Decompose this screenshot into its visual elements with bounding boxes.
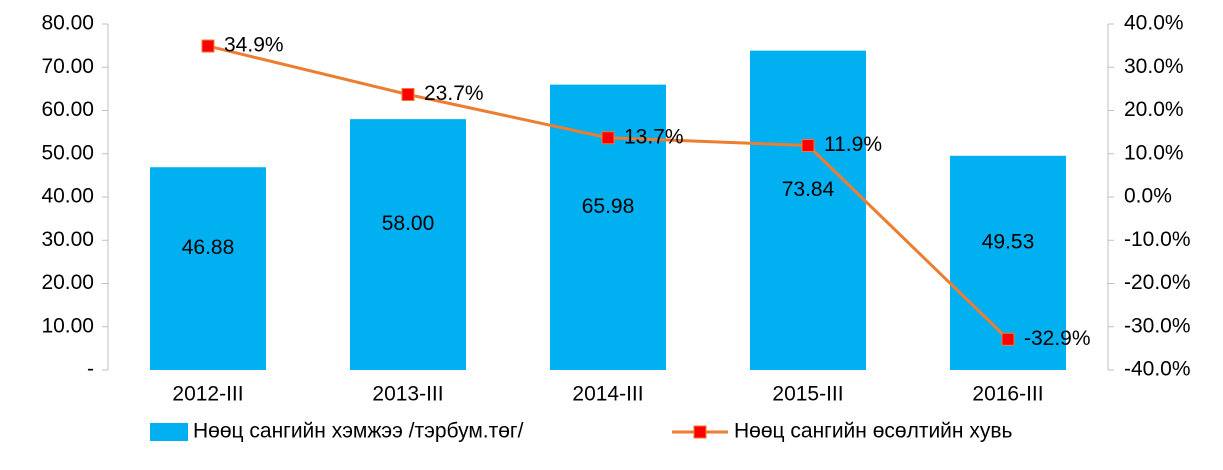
y-tick-label: 40.00 [41,185,94,208]
y2-tick-label: 30.0% [1124,55,1184,78]
y-tick-label: 30.00 [41,228,94,251]
y2-tick-label: 10.0% [1124,141,1184,164]
line-value-label: 23.7% [424,82,484,105]
bar [350,119,466,371]
y-tick-label: 70.00 [41,55,94,78]
x-tick-label: 2014-III [572,383,643,406]
line-value-label: 34.9% [224,34,284,57]
bar-value-label: 49.53 [982,230,1035,253]
bar-value-label: 65.98 [582,195,635,218]
bar [750,50,866,370]
legend-label: Нөөц сангийн хэмжээ /тэрбум.төг/ [193,420,524,443]
legend-label: Нөөц сангийн өсөлтийн хувь [734,420,1012,443]
line-marker [801,139,815,153]
x-tick-label: 2013-III [372,383,443,406]
y-tick-label: 80.00 [41,12,94,35]
legend-marker [693,425,707,439]
line-marker [601,131,615,145]
y2-tick-label: -40.0% [1124,358,1191,381]
line-marker [201,39,215,53]
y-tick-label: - [87,358,94,381]
line-marker [401,87,415,101]
y2-tick-label: 40.0% [1124,12,1184,35]
y2-tick-label: 20.0% [1124,98,1184,121]
y2-tick-label: 0.0% [1124,185,1172,208]
line-marker [1001,332,1015,346]
y2-tick-label: -30.0% [1124,314,1191,337]
y-tick-label: 10.00 [41,314,94,337]
y2-tick-label: -20.0% [1124,271,1191,294]
y-tick-label: 50.00 [41,141,94,164]
bar [150,167,266,370]
bar-value-label: 73.84 [782,178,835,201]
bar-value-label: 58.00 [382,212,435,235]
legend-swatch [150,423,188,441]
y-tick-label: 60.00 [41,98,94,121]
x-tick-label: 2015-III [772,383,843,406]
line-value-label: -32.9% [1024,327,1091,350]
line-value-label: 11.9% [824,133,882,156]
x-tick-label: 2012-III [172,383,243,406]
bar-value-label: 46.88 [182,236,235,259]
y-tick-label: 20.00 [41,271,94,294]
line-value-label: 13.7% [624,125,684,148]
x-tick-label: 2016-III [972,383,1043,406]
y2-tick-label: -10.0% [1124,228,1191,251]
